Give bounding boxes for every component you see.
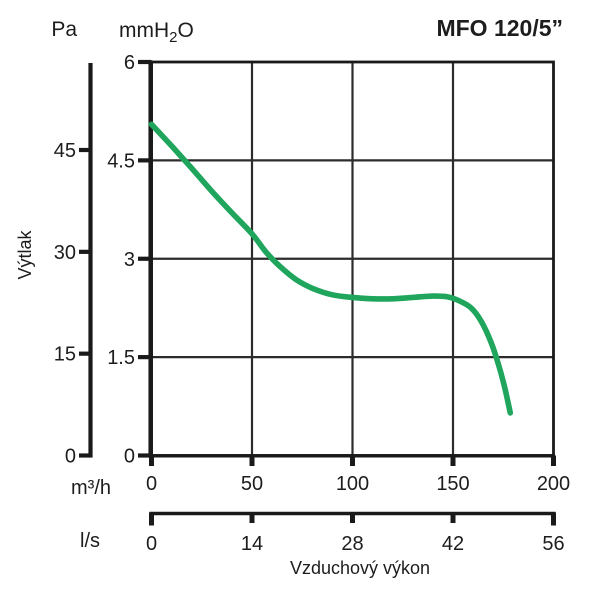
mmh2o-tick-label: 0 — [124, 446, 135, 468]
mmh2o-axis-group: 6 4.5 3 1.5 0 — [107, 52, 152, 468]
pressure-unit-mmh2o-label: mmH2O — [119, 19, 194, 46]
pa-axis-group: 45 30 15 0 — [54, 63, 93, 468]
grid-lines-group — [151, 62, 554, 456]
m3h-axis-group: 0 50 100 150 200 — [146, 455, 570, 495]
x-axis-title: Vzduchový výkon — [290, 558, 430, 578]
fan-curve — [148, 121, 514, 416]
pressure-unit-pa-label: Pa — [51, 18, 77, 41]
mmh2o-tick-label: 1.5 — [107, 347, 135, 369]
ls-tick-label: 14 — [241, 533, 263, 555]
mmh2o-subscript-text: 2 — [169, 29, 177, 46]
mmh2o-end-text: O — [178, 19, 194, 42]
m3h-tick-label: 0 — [146, 473, 157, 495]
m3h-tick-label: 150 — [436, 473, 469, 495]
ls-tick-label: 56 — [542, 533, 564, 555]
mmh2o-tick-label: 6 — [124, 52, 135, 74]
pa-tick-label: 45 — [54, 140, 76, 162]
m3h-tick-label: 50 — [241, 473, 263, 495]
pa-tick-label: 30 — [54, 242, 76, 264]
ls-tick-label: 28 — [341, 533, 363, 555]
m3h-tick-label: 200 — [537, 473, 570, 495]
chart-title: MFO 120/5” — [436, 15, 563, 41]
ls-axis-group: 0 14 28 42 56 — [146, 511, 565, 555]
ls-tick-label: 42 — [442, 533, 464, 555]
pa-tick-label: 15 — [54, 344, 76, 366]
mmh2o-tick-label: 4.5 — [107, 150, 135, 172]
mmh2o-main-text: mmH — [119, 19, 169, 42]
y-axis-title: Výtlak — [15, 229, 35, 279]
ls-tick-label: 0 — [146, 533, 157, 555]
ls-unit-label: l/s — [80, 530, 100, 552]
curve-group — [148, 121, 514, 416]
m3h-tick-label: 100 — [336, 473, 369, 495]
m3h-unit-label: m³/h — [71, 477, 111, 499]
pa-tick-label: 0 — [65, 446, 76, 468]
mmh2o-tick-label: 3 — [124, 249, 135, 271]
